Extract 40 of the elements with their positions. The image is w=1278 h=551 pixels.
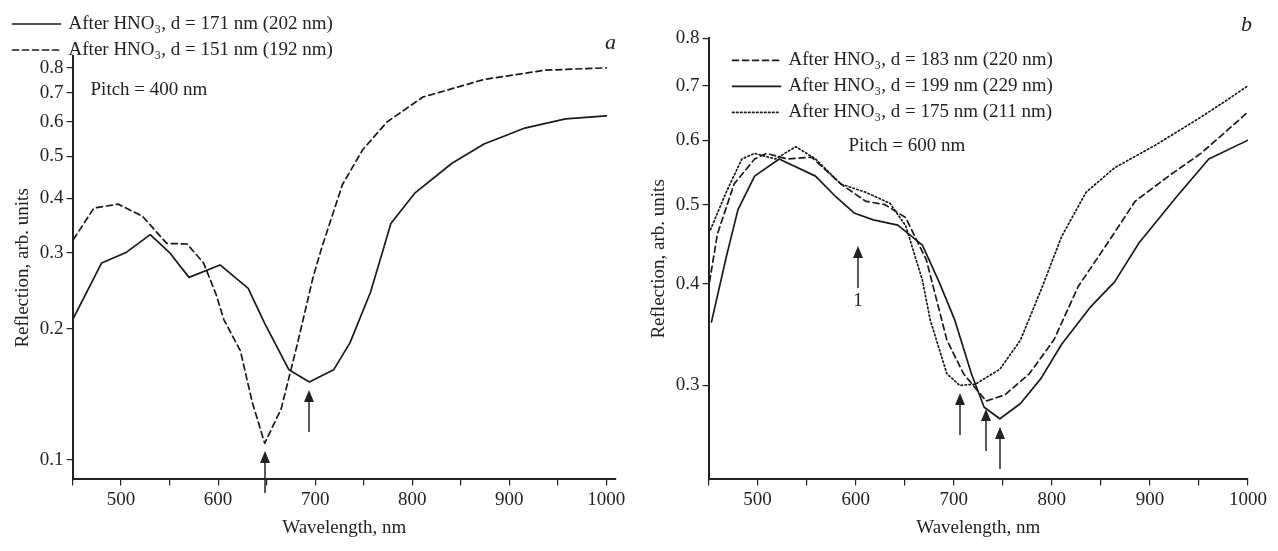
y-tick-label: 0.5 [675, 192, 700, 214]
annotation: Pitch = 600 nm [848, 133, 966, 155]
y-tick-label: 0.7 [675, 73, 700, 95]
y-tick-label: 0.1 [39, 447, 64, 469]
y-tick-label: 0.6 [39, 110, 64, 131]
y-tick-label: 0.3 [675, 373, 700, 395]
y-tick-label: 0.4 [675, 271, 701, 293]
y-tick-label: 0.8 [675, 26, 700, 48]
annotation: Pitch = 400 nm [90, 77, 208, 99]
y-tick-label: 0.3 [39, 240, 64, 262]
x-tick-label: 600 [203, 487, 233, 509]
x-tick-label: 1000 [1229, 487, 1267, 509]
x-tick-label: 500 [743, 487, 772, 509]
annotation: 1 [853, 289, 863, 311]
x-axis-title: Wavelength, nm [916, 515, 1041, 537]
y-axis-title: Reflection, arb. units [647, 179, 669, 339]
x-axis-title: Wavelength, nm [282, 515, 407, 537]
y-tick-label: 0.2 [39, 316, 64, 338]
chart-title: b [1241, 10, 1252, 36]
x-tick-label: 900 [495, 487, 524, 509]
y-tick-label: 0.5 [39, 144, 64, 166]
legend-label: After HNO₃, d = 183 nm (220 nm) [788, 48, 1053, 71]
x-tick-label: 600 [841, 487, 870, 509]
y-tick-label: 0.6 [675, 128, 700, 150]
x-tick-label: 800 [397, 487, 427, 509]
x-tick-label: 1000 [587, 487, 626, 509]
x-tick-label: 700 [939, 487, 968, 509]
x-tick-label: 900 [1135, 487, 1165, 509]
x-tick-label: 700 [300, 487, 330, 509]
y-axis-title: Reflection, arb. units [11, 188, 33, 348]
chart-title: a [605, 28, 616, 54]
y-tick-label: 0.8 [39, 55, 64, 77]
legend-label: After HNO₃, d = 199 nm (229 nm) [788, 74, 1053, 97]
legend-label: After HNO₃, d = 175 nm (211 nm) [788, 100, 1053, 123]
x-tick-label: 500 [106, 487, 136, 509]
y-tick-label: 0.7 [39, 80, 64, 102]
legend-label: After HNO₃, d = 171 nm (202 nm) [68, 11, 333, 34]
y-tick-label: 0.4 [39, 186, 65, 208]
legend-label: After HNO₃, d = 151 nm (192 nm) [68, 37, 333, 60]
x-tick-label: 800 [1037, 487, 1067, 509]
